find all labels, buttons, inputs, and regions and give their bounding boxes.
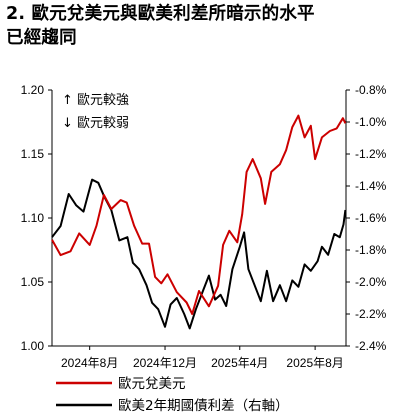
right-tick-label: -1.2% [355,147,387,161]
right-tick-label: -1.6% [355,211,387,225]
left-tick-label: 1.10 [21,211,45,225]
legend-label: 歐美2年期國債利差（右軸） [118,398,289,414]
legend-label: 歐元兌美元 [118,376,186,392]
chart-title: 2. 歐元兌美元與歐美利差所暗示的水平 已經趨同 [6,2,398,50]
left-tick-label: 1.15 [21,147,45,161]
left-tick-label: 1.05 [21,275,45,289]
right-tick-label: -2.4% [355,339,387,353]
annotation-euro-stronger: ↑ 歐元較強 [62,93,129,108]
x-axis-ticks: 2024年8月 2024年12月 2025年4月 2025年8月 [61,346,344,370]
left-tick-label: 1.00 [21,339,45,353]
right-tick-label: -1.8% [355,243,387,257]
right-axis-ticks: -0.8% -1.0% -1.2% -1.4% -1.6% -1.8% -2.0% -2.2%… [346,83,387,353]
x-tick-label: 2025年4月 [211,356,268,370]
chart-title-line-1: 2. 歐元兌美元與歐美利差所暗示的水平 [6,4,315,24]
right-tick-label: -1.4% [355,179,387,193]
right-tick-label: -1.0% [355,115,387,129]
right-tick-label: -2.0% [355,275,387,289]
annotation-euro-weaker: ↓ 歐元較弱 [62,116,129,131]
x-tick-label: 2024年12月 [133,356,197,370]
eurusd-series-line [51,114,347,315]
left-tick-label: 1.20 [21,83,45,97]
chart-title-line-2: 已經趨同 [6,28,77,48]
left-axis-ticks: 1.20 1.15 1.10 1.05 1.00 [21,83,52,353]
series-layer [51,114,347,330]
spread-series-line [51,178,347,330]
x-tick-label: 2024年8月 [61,356,118,370]
right-tick-label: -0.8% [355,83,387,97]
right-tick-label: -2.2% [355,307,387,321]
x-tick-label: 2025年8月 [286,356,343,370]
